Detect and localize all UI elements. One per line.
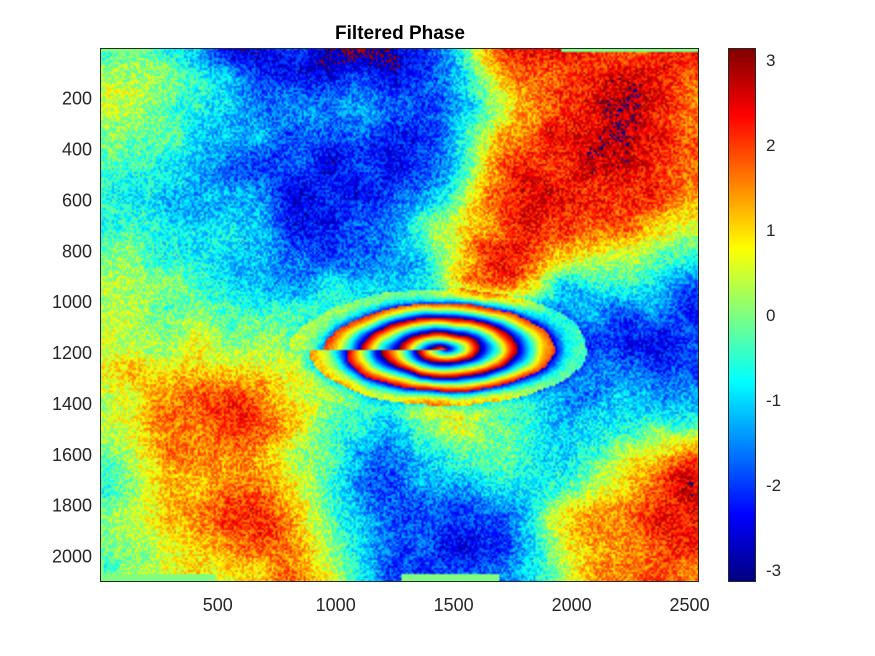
y-tick-label: 1600 [52, 445, 92, 465]
x-tick-label: 1000 [316, 595, 356, 615]
y-tick-label: 400 [62, 140, 92, 160]
colorbar-tick-label: -2 [766, 476, 781, 495]
y-axis: 200 400 600 800 1000 1200 1400 1600 1800 2000 [52, 89, 106, 567]
colorbar-axis: -3 -2 -1 0 1 2 3 [728, 51, 781, 580]
x-tick-label: 2500 [670, 595, 710, 615]
y-tick-label: 600 [62, 190, 92, 210]
x-tick-label: 1500 [434, 595, 474, 615]
y-tick-label: 800 [62, 241, 92, 261]
y-tick-label: 1400 [52, 394, 92, 414]
chart-title: Filtered Phase [335, 23, 465, 44]
phase-heatmap-image [100, 48, 699, 582]
colorbar-tick-label: 2 [766, 136, 775, 155]
phase-heatmap [100, 48, 699, 582]
x-tick-label: 2000 [552, 595, 592, 615]
y-tick-label: 1200 [52, 343, 92, 363]
colorbar-tick-label: -3 [766, 561, 781, 580]
colorbar [728, 48, 756, 582]
y-tick-label: 1800 [52, 496, 92, 516]
y-tick-label: 200 [62, 89, 92, 109]
colorbar-tick-label: -1 [766, 391, 781, 410]
colorbar-gradient [728, 48, 756, 582]
x-tick-label: 500 [203, 595, 233, 615]
colorbar-tick-label: 0 [766, 306, 775, 325]
colorbar-tick-label: 3 [766, 51, 775, 70]
y-tick-label: 1000 [52, 292, 92, 312]
colorbar-tick-label: 1 [766, 221, 775, 240]
y-tick-label: 2000 [52, 547, 92, 567]
